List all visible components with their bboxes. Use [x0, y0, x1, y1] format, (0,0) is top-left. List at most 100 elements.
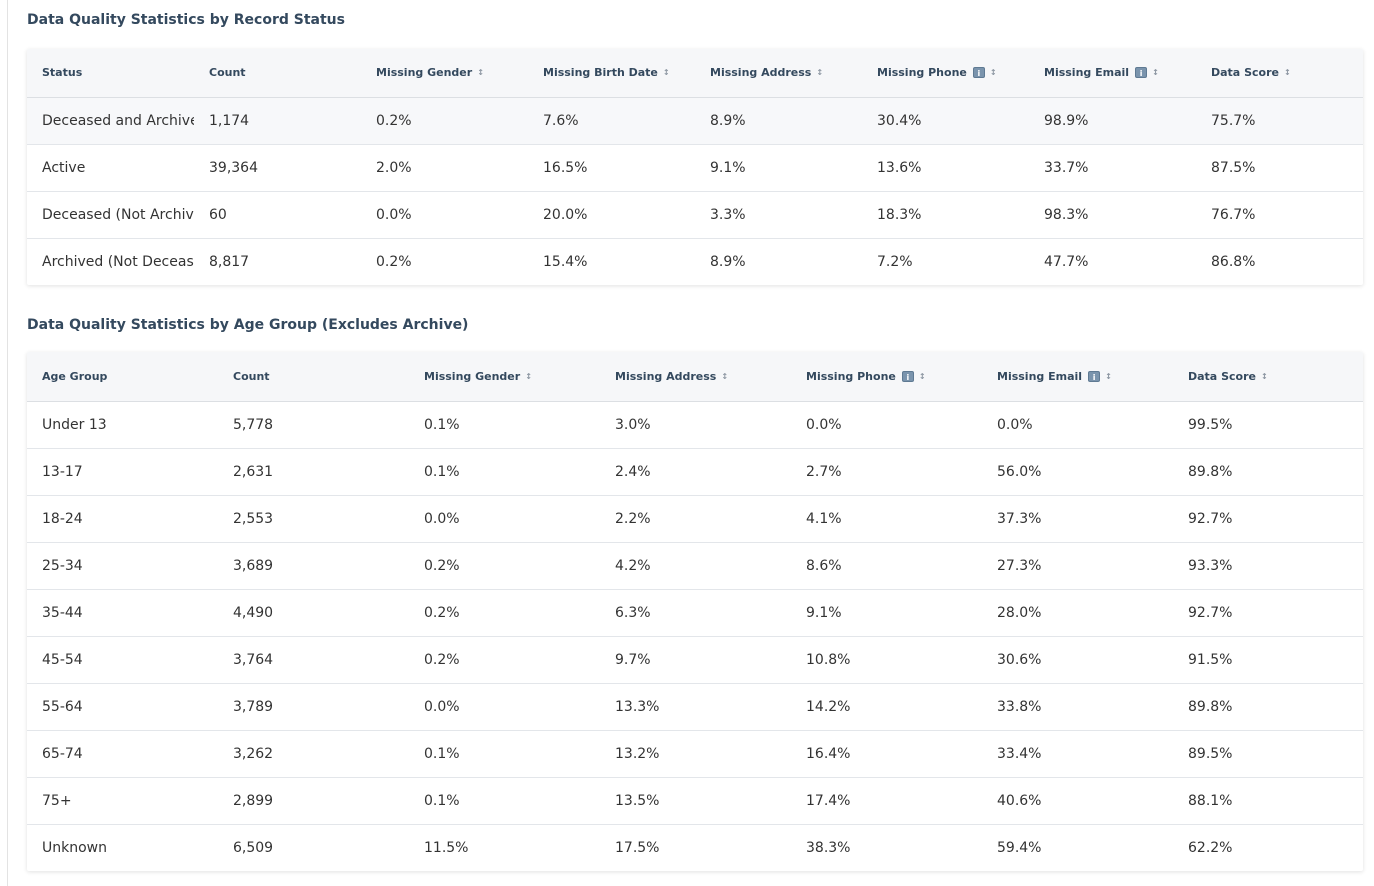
cell-missing-phone: 38.3%	[806, 839, 851, 856]
cell-missing-gender: 0.1%	[424, 745, 460, 762]
cell-status: Deceased (Not Archived)	[42, 206, 194, 223]
col-header-missing-address[interactable]: Missing Address ↕	[615, 369, 729, 383]
info-icon[interactable]: i	[901, 370, 914, 382]
cell-missing-email: 56.0%	[997, 463, 1042, 480]
cell-count: 6,509	[233, 839, 274, 856]
cell-age-group: 13-17	[42, 463, 83, 480]
cell-missing-email: 47.7%	[1044, 253, 1089, 270]
table-row: 35-44 4,490 0.2% 6.3% 9.1% 28.0% 92.7%	[27, 589, 1363, 636]
cell-age-group: 55-64	[42, 698, 83, 715]
cell-age-group: 45-54	[42, 651, 83, 668]
cell-missing-address: 2.2%	[615, 510, 651, 527]
cell-missing-address: 8.9%	[710, 112, 746, 129]
cell-missing-gender: 0.2%	[424, 651, 460, 668]
cell-missing-address: 13.3%	[615, 698, 660, 715]
table-header-row: Age Group Count Missing Gender ↕ Missing …	[27, 352, 1363, 401]
table-row: Deceased and Archived 1,174 0.2% 7.6% 8.9% 30…	[27, 97, 1363, 144]
cell-age-group: Under 13	[42, 416, 107, 433]
cell-missing-phone: 2.7%	[806, 463, 842, 480]
cell-data-score: 89.5%	[1188, 745, 1233, 762]
cell-data-score: 75.7%	[1211, 112, 1256, 129]
cell-data-score: 87.5%	[1211, 159, 1256, 176]
record-status-title: Data Quality Statistics by Record Status	[27, 12, 345, 28]
cell-missing-address: 3.0%	[615, 416, 651, 433]
sort-arrows-icon[interactable]: ↕	[662, 68, 670, 78]
info-icon[interactable]: i	[1088, 370, 1101, 382]
table-row: Under 13 5,778 0.1% 3.0% 0.0% 0.0% 99.5%	[27, 401, 1363, 448]
col-header-status: Status	[42, 66, 83, 80]
cell-data-score: 86.8%	[1211, 253, 1256, 270]
info-icon[interactable]: i	[972, 67, 985, 79]
cell-missing-phone: 8.6%	[806, 557, 842, 574]
cell-age-group: Unknown	[42, 839, 107, 856]
cell-missing-address: 8.9%	[710, 253, 746, 270]
table-header-row: Status Count Missing Gender ↕ Missing Bir…	[27, 49, 1363, 97]
cell-data-score: 92.7%	[1188, 604, 1233, 621]
cell-missing-email: 30.6%	[997, 651, 1042, 668]
info-icon[interactable]: i	[1135, 67, 1148, 79]
cell-count: 3,689	[233, 557, 274, 574]
col-header-missing-email[interactable]: Missing Email i ↕	[997, 369, 1112, 383]
cell-data-score: 92.7%	[1188, 510, 1233, 527]
cell-missing-address: 9.7%	[615, 651, 651, 668]
record-status-card: Status Count Missing Gender ↕ Missing Bir…	[27, 49, 1363, 285]
col-header-missing-gender[interactable]: Missing Gender ↕	[424, 369, 532, 383]
cell-count: 5,778	[233, 416, 274, 433]
col-header-missing-gender[interactable]: Missing Gender ↕	[376, 66, 484, 80]
cell-missing-email: 59.4%	[997, 839, 1042, 856]
table-row: Archived (Not Deceased) 8,817 0.2% 15.4% 8.9…	[27, 238, 1363, 285]
sort-arrows-icon[interactable]: ↕	[525, 371, 532, 381]
col-header-missing-birth-date[interactable]: Missing Birth Date ↕	[543, 66, 670, 80]
cell-missing-gender: 11.5%	[424, 839, 469, 856]
cell-missing-phone: 0.0%	[806, 416, 842, 433]
col-header-missing-phone[interactable]: Missing Phone i ↕	[877, 66, 997, 80]
cell-missing-email: 98.9%	[1044, 112, 1089, 129]
sort-arrows-icon[interactable]: ↕	[1152, 68, 1159, 78]
col-header-missing-email[interactable]: Missing Email i ↕	[1044, 66, 1159, 80]
table-row: Active 39,364 2.0% 16.5% 9.1% 13.6% 33.7% 87.5%	[27, 144, 1363, 191]
cell-data-score: 89.8%	[1188, 463, 1233, 480]
cell-missing-address: 4.2%	[615, 557, 651, 574]
col-header-missing-address[interactable]: Missing Address ↕	[710, 66, 824, 80]
cell-missing-address: 6.3%	[615, 604, 651, 621]
cell-missing-gender: 0.2%	[424, 557, 460, 574]
cell-age-group: 75+	[42, 792, 72, 809]
cell-count: 3,764	[233, 651, 274, 668]
sort-arrows-icon[interactable]: ↕	[918, 371, 926, 381]
sort-arrows-icon[interactable]: ↕	[721, 371, 729, 381]
cell-missing-phone: 9.1%	[806, 604, 842, 621]
cell-count: 2,899	[233, 792, 274, 809]
cell-missing-gender: 0.1%	[424, 792, 460, 809]
table-row: 13-17 2,631 0.1% 2.4% 2.7% 56.0% 89.8%	[27, 448, 1363, 495]
cell-missing-address: 13.2%	[615, 745, 660, 762]
col-header-data-score[interactable]: Data Score ↕	[1211, 66, 1291, 80]
sort-arrows-icon[interactable]: ↕	[989, 68, 997, 78]
sort-arrows-icon[interactable]: ↕	[816, 68, 824, 78]
table-row: 55-64 3,789 0.0% 13.3% 14.2% 33.8% 89.8%	[27, 683, 1363, 730]
cell-missing-email: 98.3%	[1044, 206, 1089, 223]
col-header-missing-phone[interactable]: Missing Phone i ↕	[806, 369, 926, 383]
cell-data-score: 99.5%	[1188, 416, 1233, 433]
cell-missing-gender: 0.2%	[376, 112, 412, 129]
sort-arrows-icon[interactable]: ↕	[1283, 68, 1291, 78]
sort-arrows-icon[interactable]: ↕	[1260, 371, 1268, 381]
age-group-section: Data Quality Statistics by Age Group (Ex…	[27, 315, 1363, 871]
cell-missing-phone: 7.2%	[877, 253, 913, 270]
cell-missing-phone: 18.3%	[877, 206, 922, 223]
cell-missing-address: 13.5%	[615, 792, 660, 809]
cell-data-score: 89.8%	[1188, 698, 1233, 715]
cell-missing-birth-date: 20.0%	[543, 206, 588, 223]
sort-arrows-icon[interactable]: ↕	[1105, 371, 1112, 381]
cell-missing-email: 37.3%	[997, 510, 1042, 527]
cell-missing-phone: 17.4%	[806, 792, 851, 809]
cell-missing-address: 9.1%	[710, 159, 746, 176]
sort-arrows-icon[interactable]: ↕	[477, 68, 484, 78]
table-row: Deceased (Not Archived) 60 0.0% 20.0% 3.3% 18…	[27, 191, 1363, 238]
cell-missing-email: 33.4%	[997, 745, 1042, 762]
cell-status: Archived (Not Deceased)	[42, 253, 194, 270]
cell-missing-email: 40.6%	[997, 792, 1042, 809]
col-header-data-score[interactable]: Data Score ↕	[1188, 369, 1268, 383]
age-group-table: Age Group Count Missing Gender ↕ Missing …	[27, 352, 1363, 871]
cell-missing-birth-date: 15.4%	[543, 253, 588, 270]
cell-missing-email: 33.7%	[1044, 159, 1089, 176]
